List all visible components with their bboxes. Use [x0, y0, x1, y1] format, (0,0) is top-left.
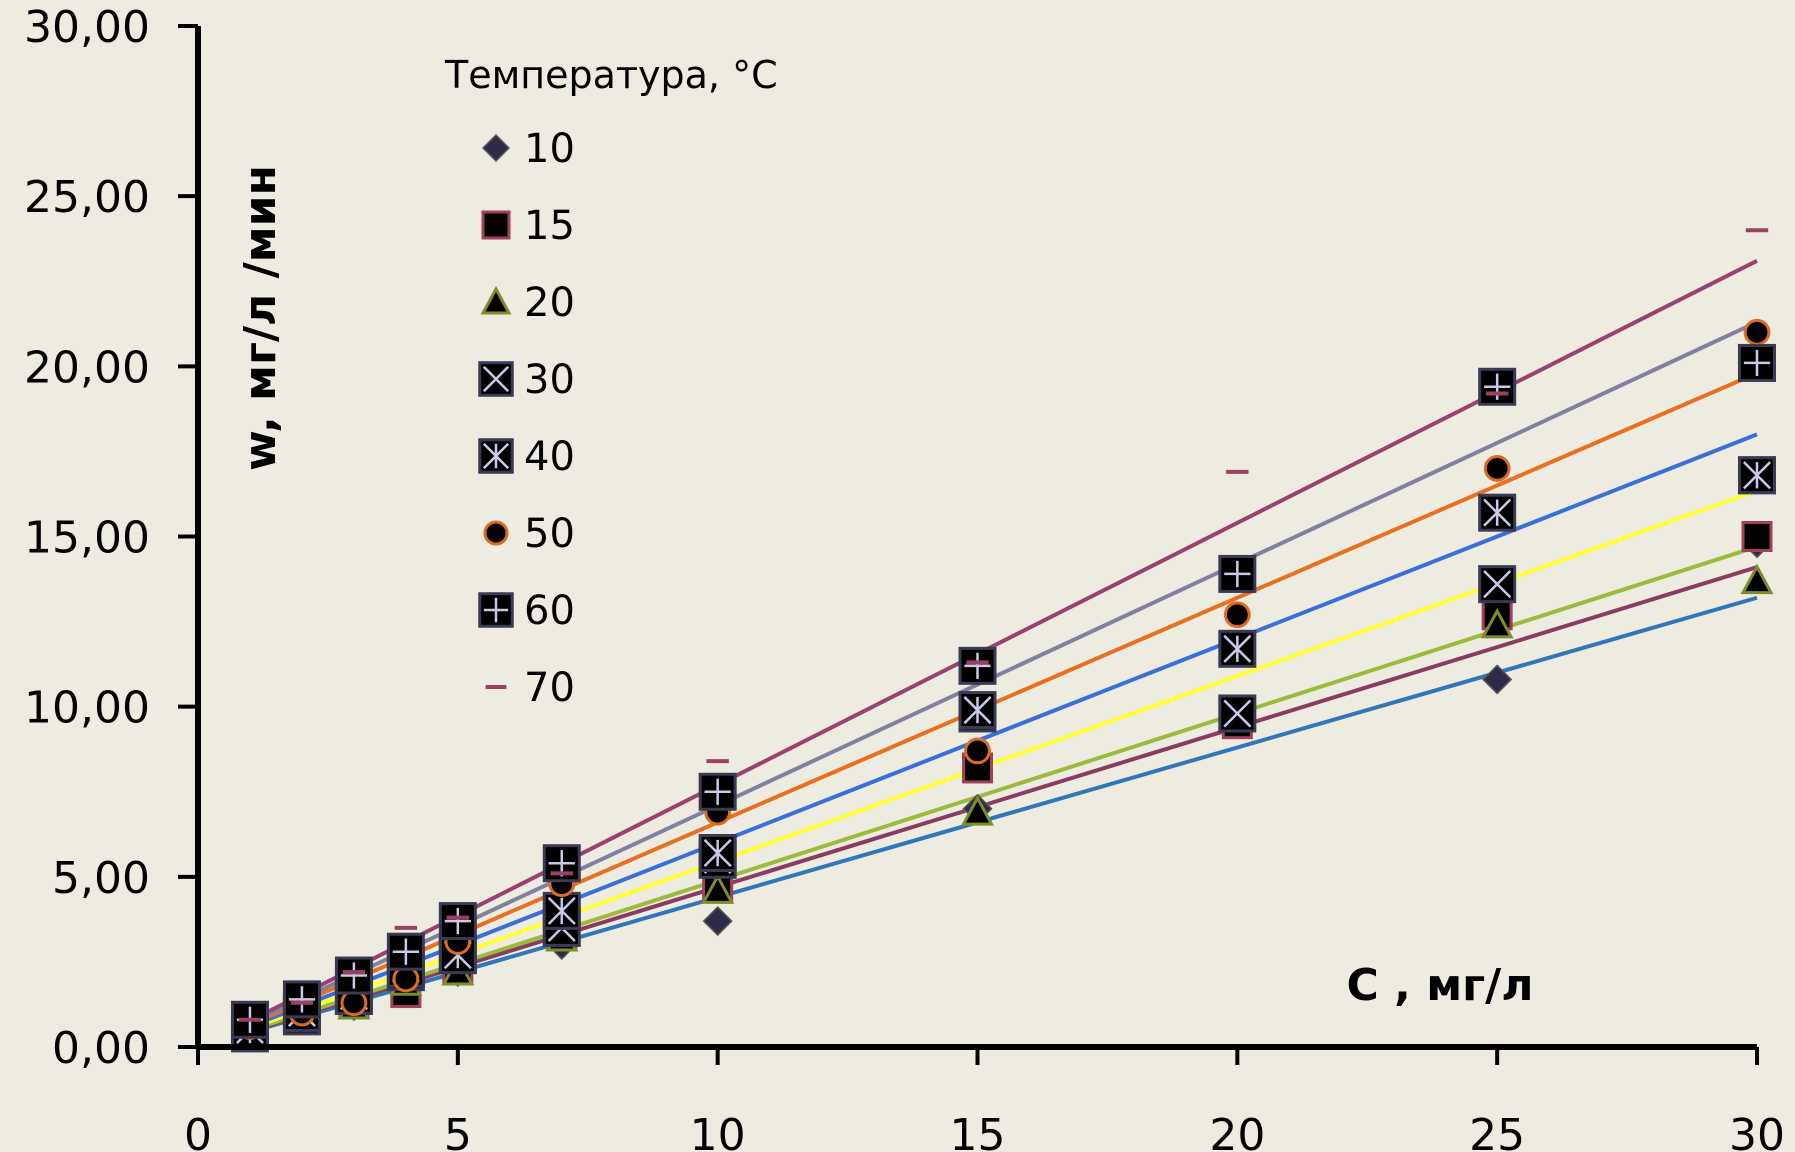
x-tick-label: 10 — [690, 1110, 746, 1152]
legend-title: Температура, °С — [444, 53, 778, 97]
data-point-t60 — [958, 646, 997, 685]
legend-marker-10 — [481, 133, 511, 163]
data-point-t10 — [702, 906, 733, 937]
trendline-50 — [249, 371, 1758, 1027]
x-tick-label: 25 — [1469, 1110, 1525, 1152]
y-axis-title: w, мг/л /мин — [235, 165, 286, 471]
data-point-t60 — [438, 902, 477, 941]
legend: Температура, °С 10 15 20 30 40 50 60 70 — [444, 53, 778, 711]
legend-label-30: 30 — [524, 357, 575, 403]
y-tick-label: 15,00 — [24, 513, 150, 564]
x-tick-label: 0 — [184, 1110, 212, 1152]
data-point-t10 — [1482, 664, 1513, 695]
data-point-t30 — [1218, 694, 1257, 733]
trendline-60 — [249, 320, 1758, 1025]
y-tick-label: 10,00 — [24, 683, 150, 734]
data-point-t50 — [1483, 455, 1511, 482]
y-tick-label: 20,00 — [24, 342, 150, 393]
data-point-t60 — [1478, 367, 1517, 406]
data-point-t20 — [960, 795, 995, 826]
data-point-t40 — [698, 834, 737, 873]
data-point-t20 — [701, 873, 735, 904]
legend-label-10: 10 — [524, 126, 575, 172]
data-point-t20 — [1740, 563, 1774, 595]
y-tick-label: 5,00 — [52, 853, 150, 904]
axes: 0,00 5,00 10,00 15,00 20,00 25,00 30,00 0 5 10 15 2… — [24, 2, 1785, 1152]
legend-marker-30 — [478, 361, 514, 397]
data-point-t60 — [698, 772, 737, 811]
trendlines — [249, 259, 1758, 1034]
data-point-t60 — [334, 956, 373, 995]
legend-label-40: 40 — [524, 434, 575, 480]
y-tick-label: 30,00 — [24, 2, 150, 53]
data-point-t30 — [1478, 565, 1517, 604]
legend-marker-15 — [481, 210, 511, 240]
data-points — [230, 228, 1776, 1053]
data-point-t60 — [542, 844, 581, 883]
data-point-t40 — [542, 891, 581, 930]
x-tick-label: 15 — [950, 1110, 1006, 1152]
trendline-15 — [249, 565, 1758, 1033]
data-point-t20 — [1480, 607, 1514, 639]
legend-label-70: 70 — [524, 665, 575, 711]
x-tick-label: 20 — [1209, 1110, 1265, 1152]
data-point-t60 — [1218, 554, 1257, 593]
legend-label-15: 15 — [524, 203, 575, 249]
data-point-t60 — [1738, 343, 1776, 382]
x-tick-label: 30 — [1729, 1110, 1785, 1152]
legend-label-60: 60 — [524, 588, 575, 634]
y-tick-label: 0,00 — [52, 1023, 150, 1074]
legend-marker-50 — [483, 520, 509, 546]
trendline-40 — [249, 432, 1758, 1029]
data-point-t15 — [1741, 521, 1773, 552]
legend-marker-20 — [480, 285, 512, 315]
x-tick-label: 5 — [444, 1110, 472, 1152]
data-point-t50 — [964, 737, 991, 765]
legend-label-50: 50 — [524, 511, 575, 557]
legend-marker-60 — [478, 592, 514, 628]
data-point-t40 — [1738, 456, 1776, 495]
data-point-t50 — [1743, 318, 1771, 346]
x-axis-title: С , мг/л — [1347, 960, 1534, 1011]
y-tick-label: 25,00 — [24, 172, 150, 223]
data-point-t40 — [1478, 493, 1517, 532]
plot-area: 0,00 5,00 10,00 15,00 20,00 25,00 30,00 0 5 10 15 2… — [24, 2, 1785, 1152]
trendline-10 — [249, 595, 1758, 1034]
data-point-t60 — [386, 932, 425, 971]
data-point-t50 — [1223, 601, 1251, 629]
legend-marker-40 — [478, 438, 514, 474]
data-point-t40 — [958, 691, 997, 730]
data-point-t40 — [1218, 629, 1257, 668]
data-point-t60 — [282, 980, 321, 1019]
legend-label-20: 20 — [524, 280, 575, 326]
